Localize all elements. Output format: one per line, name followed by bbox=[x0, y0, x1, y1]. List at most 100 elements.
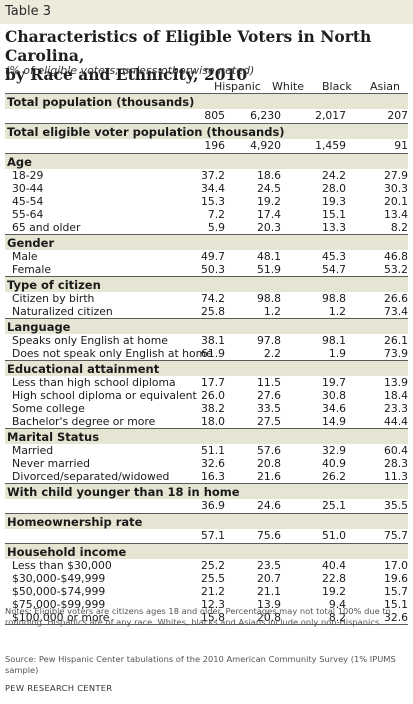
table-title: Characteristics of Eligible Voters in No… bbox=[5, 27, 408, 84]
row-label: Married bbox=[12, 444, 54, 457]
row-label: Speaks only English at home bbox=[12, 334, 168, 347]
cell-asian: 17.0 bbox=[383, 559, 408, 572]
cell-white: 21.6 bbox=[256, 470, 281, 483]
table-row: 55-64 7.2 17.4 15.1 13.4 bbox=[5, 208, 408, 221]
table-row: High school diploma or equivalent 26.0 27.… bbox=[5, 389, 408, 402]
table-bottom-rule bbox=[5, 624, 408, 625]
cell-black: 1.2 bbox=[328, 305, 346, 318]
cell-asian: 73.9 bbox=[383, 347, 408, 360]
table-row: Never married 32.6 20.8 40.9 28.3 bbox=[5, 457, 408, 470]
row-label: 55-64 bbox=[12, 208, 44, 221]
row-label: Female bbox=[12, 263, 52, 276]
table-row: Some college 38.2 33.5 34.6 23.3 bbox=[5, 402, 408, 415]
row-label: Does not speak only English at home bbox=[12, 347, 213, 360]
cell-black: 51.0 bbox=[321, 529, 346, 542]
table-row: Male 49.7 48.1 45.3 46.8 bbox=[5, 250, 408, 263]
cell-black: 54.7 bbox=[321, 263, 346, 276]
cell-white: 17.4 bbox=[256, 208, 281, 221]
cell-black: 40.9 bbox=[321, 457, 346, 470]
table-row: Married 51.1 57.6 32.9 60.4 bbox=[5, 444, 408, 457]
cell-hispanic: 5.9 bbox=[207, 221, 225, 234]
cell-black: 19.7 bbox=[321, 376, 346, 389]
row-label: Less than $30,000 bbox=[12, 559, 112, 572]
cell-hispanic: 36.9 bbox=[200, 499, 225, 512]
cell-black: 14.9 bbox=[321, 415, 346, 428]
cell-black: 22.8 bbox=[321, 572, 346, 585]
cell-asian: 11.3 bbox=[383, 470, 408, 483]
cell-black: 19.2 bbox=[321, 585, 346, 598]
section-heading: Homeownership rate bbox=[5, 513, 408, 529]
cell-white: 75.6 bbox=[256, 529, 281, 542]
cell-asian: 27.9 bbox=[383, 169, 408, 182]
table-row: 36.9 24.6 25.1 35.5 bbox=[5, 499, 408, 513]
section-heading: Household income bbox=[5, 543, 408, 559]
table-row: 18-29 37.2 18.6 24.2 27.9 bbox=[5, 169, 408, 182]
cell-white: 27.5 bbox=[256, 415, 281, 428]
cell-hispanic: 37.2 bbox=[200, 169, 225, 182]
cell-hispanic: 15.3 bbox=[200, 195, 225, 208]
table-row: Divorced/separated/widowed 16.3 21.6 26.2 11… bbox=[5, 470, 408, 483]
section-heading: Marital Status bbox=[5, 428, 408, 444]
cell-hispanic: 196 bbox=[204, 139, 225, 152]
row-label: $50,000-$74,999 bbox=[12, 585, 106, 598]
cell-black: 25.1 bbox=[321, 499, 346, 512]
table-source: Source: Pew Hispanic Center tabulations … bbox=[5, 654, 396, 675]
cell-white: 24.5 bbox=[256, 182, 281, 195]
cell-white: 11.5 bbox=[256, 376, 281, 389]
table-row: $75,000-$99,999 12.3 13.9 9.4 15.1 bbox=[5, 598, 408, 611]
cell-white: 20.7 bbox=[256, 572, 281, 585]
row-label: Some college bbox=[12, 402, 85, 415]
section-heading: Language bbox=[5, 318, 408, 334]
table-row: Less than high school diploma 17.7 11.5 19.… bbox=[5, 376, 408, 389]
column-header-hispanic: Hispanic bbox=[214, 80, 261, 93]
cell-white: 6,230 bbox=[250, 109, 281, 122]
cell-white: 57.6 bbox=[256, 444, 281, 457]
cell-asian: 26.6 bbox=[383, 292, 408, 305]
row-label: 18-29 bbox=[12, 169, 44, 182]
cell-white: 98.8 bbox=[256, 292, 281, 305]
cell-asian: 28.3 bbox=[383, 457, 408, 470]
row-label: Divorced/separated/widowed bbox=[12, 470, 170, 483]
cell-white: 4,920 bbox=[250, 139, 281, 152]
row-label: $30,000-$49,999 bbox=[12, 572, 106, 585]
cell-asian: 13.9 bbox=[383, 376, 408, 389]
cell-black: 2,017 bbox=[315, 109, 346, 122]
table-row: $50,000-$74,999 21.2 21.1 19.2 15.7 bbox=[5, 585, 408, 598]
table-row: Citizen by birth 74.2 98.8 98.8 26.6 bbox=[5, 292, 408, 305]
table-row: Does not speak only English at home 61.9 2… bbox=[5, 347, 408, 360]
section-heading: Gender bbox=[5, 234, 408, 250]
row-label: Never married bbox=[12, 457, 90, 470]
row-label: 45-54 bbox=[12, 195, 44, 208]
cell-asian: 207 bbox=[387, 109, 408, 122]
cell-hispanic: 61.9 bbox=[200, 347, 225, 360]
cell-black: 30.8 bbox=[321, 389, 346, 402]
cell-hispanic: 25.2 bbox=[200, 559, 225, 572]
cell-hispanic: 50.3 bbox=[200, 263, 225, 276]
footer-credit: PEW RESEARCH CENTER bbox=[5, 683, 113, 693]
cell-hispanic: 25.5 bbox=[200, 572, 225, 585]
cell-asian: 26.1 bbox=[383, 334, 408, 347]
section-heading: With child younger than 18 in home bbox=[5, 483, 408, 499]
cell-hispanic: 34.4 bbox=[200, 182, 225, 195]
table-notes: Notes: Eligible voters are citizens ages… bbox=[5, 606, 391, 627]
cell-hispanic: 7.2 bbox=[207, 208, 225, 221]
cell-asian: 75.7 bbox=[383, 529, 408, 542]
title-line-2: by Race and Ethnicity, 2010 bbox=[5, 65, 248, 84]
cell-hispanic: 74.2 bbox=[200, 292, 225, 305]
cell-black: 98.8 bbox=[321, 292, 346, 305]
table-row: Female 50.3 51.9 54.7 53.2 bbox=[5, 263, 408, 276]
section-heading: Total eligible voter population (thousan… bbox=[5, 123, 408, 139]
cell-asian: 15.1 bbox=[383, 598, 408, 611]
cell-black: 40.4 bbox=[321, 559, 346, 572]
cell-black: 13.3 bbox=[321, 221, 346, 234]
cell-asian: 15.7 bbox=[383, 585, 408, 598]
table-row: 30-44 34.4 24.5 28.0 30.3 bbox=[5, 182, 408, 195]
table-row: Less than $30,000 25.2 23.5 40.4 17.0 bbox=[5, 559, 408, 572]
title-line-1: Characteristics of Eligible Voters in No… bbox=[5, 27, 372, 65]
row-label: $100,000 or more bbox=[12, 611, 110, 624]
cell-white: 20.8 bbox=[256, 611, 281, 624]
row-label: 65 and older bbox=[12, 221, 81, 234]
cell-white: 24.6 bbox=[256, 499, 281, 512]
cell-white: 33.5 bbox=[256, 402, 281, 415]
cell-white: 21.1 bbox=[256, 585, 281, 598]
